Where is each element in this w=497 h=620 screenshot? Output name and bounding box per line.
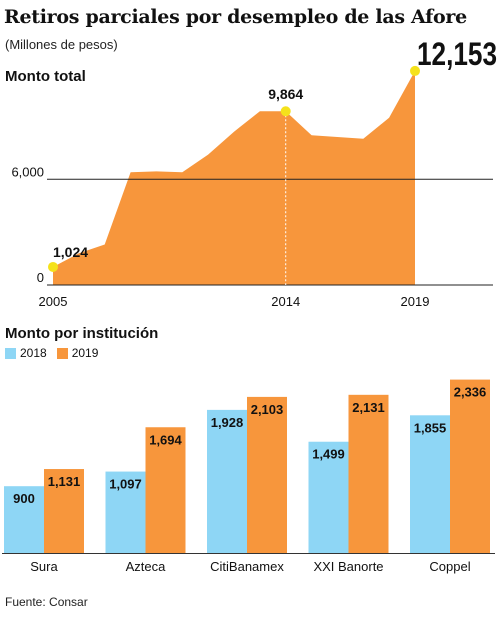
category-label: Coppel [429, 559, 470, 574]
bar-value-label: 1,097 [109, 477, 142, 492]
x-tick-label: 2014 [271, 294, 300, 309]
bar-2018 [105, 471, 146, 553]
data-label: 9,864 [268, 86, 303, 102]
bar-value-label: 1,499 [312, 447, 345, 462]
data-marker [280, 106, 291, 117]
bar-2019 [44, 469, 84, 553]
chart-subtitle: (Millones de pesos) [5, 37, 118, 52]
category-label: XXI Banorte [313, 559, 383, 574]
bar-value-label: 1,131 [48, 474, 81, 489]
source-note: Fuente: Consar [5, 595, 88, 609]
chart-title: Retiros parciales por desempleo de las A… [4, 6, 467, 28]
y-tick-label: 0 [37, 270, 44, 285]
bar-2019 [145, 427, 186, 553]
data-label: 12,153 [417, 36, 497, 72]
area-chart: 0 6,000 2005 2014 2019 1,024 9,864 12,153 [11, 36, 497, 309]
bar-2018 [308, 441, 349, 553]
legend-swatch-2019 [56, 347, 68, 359]
bar-value-label: 1,928 [211, 415, 244, 430]
bar-2018 [4, 486, 44, 553]
category-label: CitiBanamex [210, 559, 284, 574]
y-tick-label: 6,000 [11, 164, 44, 179]
bar-value-label: 1,855 [414, 420, 447, 435]
x-tick-label: 2005 [39, 294, 68, 309]
bar-2019 [450, 379, 490, 553]
legend-swatch-2018 [5, 347, 16, 359]
bar-2018 [410, 415, 450, 553]
legend-label-2018: 2018 [20, 346, 47, 360]
x-tick-label: 2019 [401, 294, 430, 309]
bar-chart-title: Monto por institución [5, 325, 159, 342]
bar-2019 [247, 396, 287, 553]
category-label: Sura [30, 559, 58, 574]
legend-label-2019: 2019 [71, 346, 99, 360]
area-chart-title: Monto total [5, 68, 86, 85]
bar-2019 [348, 394, 389, 553]
category-label: Azteca [126, 559, 167, 574]
bar-value-label: 2,103 [251, 402, 284, 417]
bar-value-label: 900 [13, 491, 35, 506]
bar-value-label: 2,131 [352, 400, 385, 415]
legend-item-2019: 2019 [56, 346, 99, 360]
data-marker [48, 261, 58, 272]
area-series [53, 70, 415, 286]
bar-value-label: 2,336 [454, 385, 487, 400]
legend-item-2018: 2018 [5, 346, 47, 360]
data-label: 1,024 [53, 244, 88, 260]
legend: 2018 2019 [5, 346, 108, 360]
bar-2018 [207, 409, 247, 553]
bar-value-label: 1,694 [149, 432, 182, 447]
data-marker [410, 65, 420, 76]
